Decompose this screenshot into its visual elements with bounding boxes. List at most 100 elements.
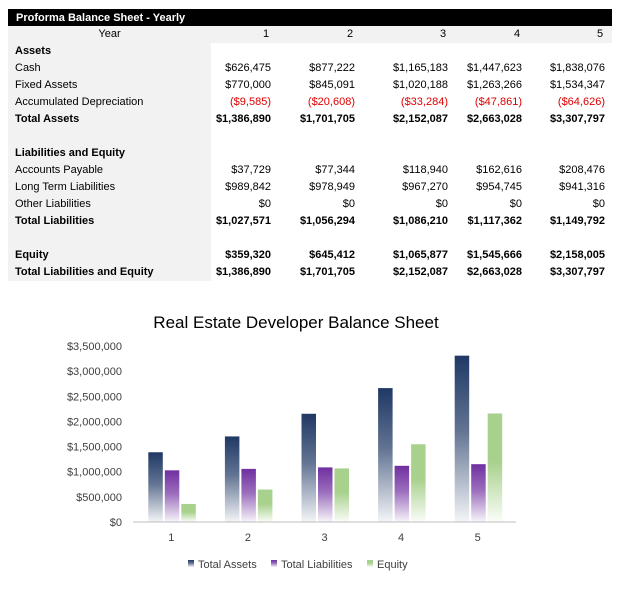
y-tick-label: $2,000,000 bbox=[67, 416, 122, 428]
row-label: Accounts Payable bbox=[8, 162, 211, 179]
cell-value: ($33,284) bbox=[400, 96, 448, 108]
bar-equity bbox=[411, 444, 426, 522]
cell-value: $3,307,797 bbox=[549, 266, 605, 278]
cell-value: $877,222 bbox=[309, 62, 355, 74]
table-row: Fixed Assets $770,000 $845,091 $1,020,188 $1… bbox=[8, 77, 612, 94]
legend-swatch bbox=[271, 560, 277, 567]
y-tick-label: $3,500,000 bbox=[67, 341, 122, 353]
cell-value: $0 bbox=[509, 198, 522, 210]
legend-label: Total Liabilities bbox=[281, 559, 353, 571]
cell-value: $845,091 bbox=[309, 79, 355, 91]
table-row: Total Assets $1,386,890 $1,701,705 $2,152,0… bbox=[8, 111, 612, 128]
x-tick-label: 2 bbox=[245, 532, 251, 544]
cell-value: $1,020,188 bbox=[392, 79, 448, 91]
cell-value: $2,152,087 bbox=[392, 113, 448, 125]
cell-value: $1,701,705 bbox=[299, 113, 355, 125]
year-header-row: Year 1 2 3 4 5 bbox=[8, 26, 612, 43]
cell-value: $2,158,005 bbox=[549, 249, 605, 261]
table-title: Proforma Balance Sheet - Yearly bbox=[8, 9, 612, 26]
cell-value: ($9,585) bbox=[230, 96, 271, 108]
cell-value: $118,940 bbox=[402, 164, 448, 176]
bar-total-liabilities bbox=[318, 467, 333, 522]
y-tick-label: $2,500,000 bbox=[67, 391, 122, 403]
year-header: 2 bbox=[346, 28, 354, 40]
y-tick-label: $500,000 bbox=[76, 492, 122, 504]
bar-total-liabilities bbox=[471, 464, 486, 522]
cell-value: $1,263,266 bbox=[466, 79, 522, 91]
row-label: Other Liabilities bbox=[8, 196, 211, 213]
row-label: Total Assets bbox=[8, 111, 211, 128]
cell-value: ($20,608) bbox=[307, 96, 355, 108]
row-label: Assets bbox=[8, 43, 211, 60]
cell-value: $1,027,571 bbox=[215, 215, 271, 227]
cell-value: $1,545,666 bbox=[466, 249, 522, 261]
y-tick-label: $0 bbox=[110, 517, 122, 529]
cell-value: $0 bbox=[258, 198, 271, 210]
row-label bbox=[8, 230, 211, 247]
table-row: Total Liabilities $1,027,571 $1,056,294 $1,… bbox=[8, 213, 612, 230]
table-row: Cash $626,475 $877,222 $1,165,183 $1,447,623… bbox=[8, 60, 612, 77]
cell-value: ($64,626) bbox=[557, 96, 605, 108]
table-row: Accumulated Depreciation ($9,585) ($20,608… bbox=[8, 94, 612, 111]
table-row: Liabilities and Equity bbox=[8, 145, 612, 162]
x-tick-label: 1 bbox=[168, 532, 174, 544]
balance-sheet-table: Proforma Balance Sheet - Yearly Year 1 2 3 4… bbox=[8, 9, 612, 281]
cell-value: $1,117,362 bbox=[467, 215, 522, 227]
bar-total-assets bbox=[454, 355, 470, 522]
balance-sheet-chart: Real Estate Developer Balance Sheet $0 $5… bbox=[67, 313, 516, 571]
x-tick-label: 4 bbox=[398, 532, 404, 544]
bar-total-assets bbox=[148, 452, 163, 522]
legend-label: Total Assets bbox=[198, 559, 257, 571]
cell-value: $978,949 bbox=[309, 181, 355, 193]
year-header: 1 bbox=[262, 28, 270, 40]
chart-title: Real Estate Developer Balance Sheet bbox=[153, 313, 439, 332]
cell-value: $1,165,183 bbox=[392, 62, 448, 74]
cell-value: $1,386,890 bbox=[215, 113, 271, 125]
year-header: 4 bbox=[513, 28, 521, 40]
legend-swatch bbox=[188, 560, 194, 567]
cell-value: $967,270 bbox=[402, 181, 448, 193]
bar-total-liabilities bbox=[241, 468, 256, 522]
cell-value: $626,475 bbox=[225, 62, 271, 74]
legend-swatch bbox=[367, 560, 373, 567]
cell-value: $941,316 bbox=[559, 181, 605, 193]
row-label: Fixed Assets bbox=[8, 77, 211, 94]
bar-total-liabilities bbox=[164, 470, 180, 522]
cell-value: $0 bbox=[342, 198, 355, 210]
cell-value: $1,149,792 bbox=[549, 215, 605, 227]
cell-value: $77,344 bbox=[315, 164, 355, 176]
cell-value: $1,056,294 bbox=[299, 215, 355, 227]
bar-equity bbox=[257, 489, 273, 522]
cell-value: $1,701,705 bbox=[299, 266, 355, 278]
bar-equity bbox=[181, 503, 196, 522]
legend-label: Equity bbox=[377, 559, 408, 571]
cell-value: $2,663,028 bbox=[466, 266, 522, 278]
bar-total-assets bbox=[378, 388, 393, 522]
row-label: Cash bbox=[8, 60, 211, 77]
y-tick-label: $3,000,000 bbox=[67, 366, 122, 378]
cell-value: $989,842 bbox=[225, 181, 271, 193]
bar-equity bbox=[487, 413, 503, 522]
row-label: Liabilities and Equity bbox=[8, 145, 211, 162]
year-label: Year bbox=[8, 26, 211, 43]
x-tick-label: 3 bbox=[321, 532, 327, 544]
cell-value: $645,412 bbox=[309, 249, 355, 261]
table-row: Total Liabilities and Equity $1,386,890 $1… bbox=[8, 264, 612, 281]
year-header: 5 bbox=[596, 28, 604, 40]
cell-value: $1,447,623 bbox=[466, 62, 522, 74]
cell-value: $2,663,028 bbox=[466, 113, 522, 125]
table-row bbox=[8, 128, 612, 145]
table-row bbox=[8, 230, 612, 247]
cell-value: $359,320 bbox=[225, 249, 271, 261]
cell-value: $0 bbox=[592, 198, 605, 210]
cell-value: $2,152,087 bbox=[392, 266, 448, 278]
table-row: Assets bbox=[8, 43, 612, 60]
bar-total-assets bbox=[301, 413, 316, 522]
cell-value: $1,065,877 bbox=[392, 249, 448, 261]
cell-value: ($47,861) bbox=[474, 96, 522, 108]
row-label: Equity bbox=[8, 247, 211, 264]
row-label: Accumulated Depreciation bbox=[8, 94, 211, 111]
row-label: Total Liabilities bbox=[8, 213, 211, 230]
table-row: Equity $359,320 $645,412 $1,065,877 $1,545,6… bbox=[8, 247, 612, 264]
cell-value: $0 bbox=[435, 198, 448, 210]
